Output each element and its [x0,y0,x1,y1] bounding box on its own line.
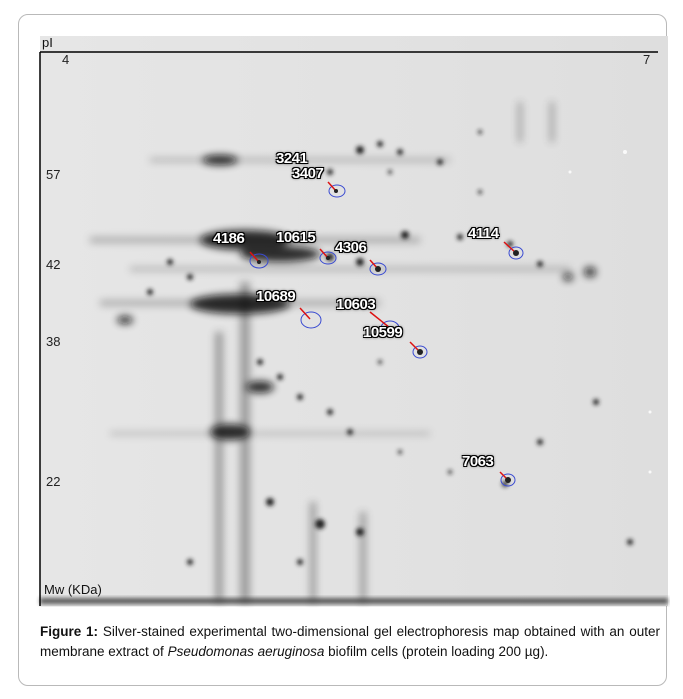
spot-label-4186: 4186 [213,230,245,247]
caption-species: Pseudomonas aeruginosa [167,644,325,659]
caption-label: Figure 1: [40,624,99,639]
gel-background [39,36,668,606]
spot-label-3241: 3241 [276,150,308,167]
spot-label-10599: 10599 [363,324,403,341]
spot-label-4114: 4114 [468,225,499,242]
caption-text-b: biofilm cells (protein loading 200 µg). [324,644,549,659]
spot-label-4306: 4306 [335,239,367,256]
spot-label-10689: 10689 [256,288,296,305]
spot-label-7063: 7063 [462,453,494,470]
y-tick-57: 57 [46,167,61,182]
x-axis-min-label: 4 [62,52,70,67]
x-axis-title: pI [42,35,53,50]
caption-text-a: Silver-stained experimental two-dimensio… [40,624,660,659]
y-tick-38: 38 [46,334,61,349]
y-tick-22: 22 [46,474,61,489]
x-axis-max-label: 7 [643,52,651,67]
figure-caption: Figure 1: Silver-stained experimental tw… [40,622,660,662]
spot-label-10615: 10615 [276,229,316,246]
y-axis-title: Mw (KDa) [44,582,102,597]
spot-label-10603: 10603 [336,296,376,313]
y-tick-42: 42 [46,257,61,272]
gel-image: pI 4 7 57 42 38 22 Mw (KDa) 3241 3407 41… [30,32,670,608]
spot-label-3407: 3407 [292,165,324,182]
